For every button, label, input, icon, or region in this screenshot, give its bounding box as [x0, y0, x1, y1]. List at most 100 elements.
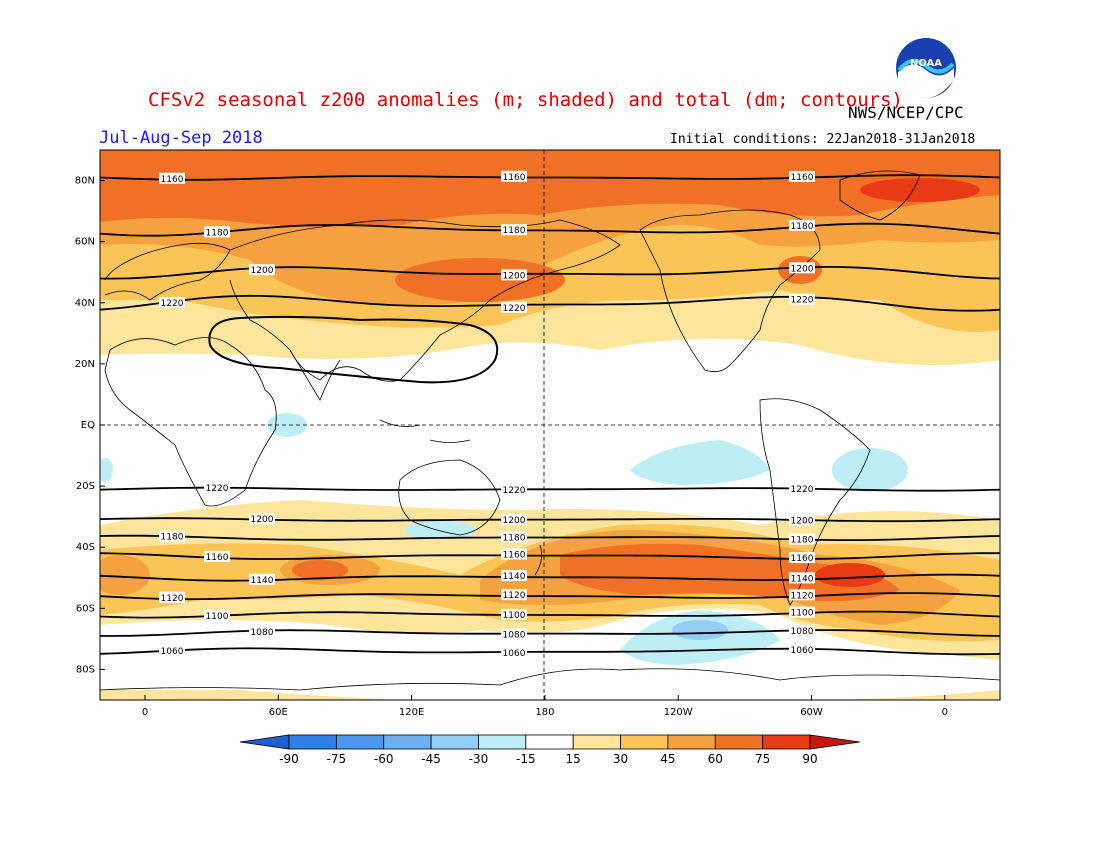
- lat-tick-label: 80S: [76, 664, 95, 675]
- coastlines: [100, 170, 1000, 691]
- svg-text:NOAA: NOAA: [910, 58, 942, 69]
- colorbar: -90 -75 -60 -45 -30 -15 15 30 45 60 75 90: [239, 734, 861, 766]
- contour-label: 1060: [791, 646, 814, 656]
- lon-tick-label: 60E: [269, 707, 288, 718]
- contour-line: [100, 294, 1000, 312]
- contour-label: 1200: [791, 264, 814, 274]
- contour-label: 1200: [251, 515, 274, 525]
- contour-line: [100, 534, 1000, 541]
- lat-tick-label: 40S: [76, 542, 95, 553]
- initial-conditions-label: Initial conditions: 22Jan2018-31Jan2018: [670, 132, 976, 147]
- colorbar-segment: [383, 734, 432, 750]
- contour-line: [100, 552, 1000, 560]
- contour-label: 1180: [503, 533, 526, 543]
- contour-line: [100, 174, 1000, 181]
- contour-label: 1160: [791, 173, 814, 183]
- colorbar-tick-label: 90: [802, 752, 817, 766]
- colorbar-tick-label: -75: [327, 752, 347, 766]
- contour-line: [100, 647, 1000, 656]
- map-title: CFSv2 seasonal z200 anomalies (m; shaded…: [148, 89, 903, 111]
- lat-tick-label: 60N: [75, 237, 95, 248]
- contour-label: 1220: [206, 484, 229, 494]
- colorbar-segment: [762, 734, 811, 750]
- contour-label: 1120: [503, 591, 526, 601]
- contour-label: 1140: [791, 574, 814, 584]
- lat-axis: 80N 60N 40N 20N EQ 20S 40S 60S 80S: [75, 176, 105, 675]
- colorbar-tick-label: 45: [660, 752, 675, 766]
- colorbar-segment: [335, 734, 385, 750]
- contour-label: 1180: [206, 228, 229, 238]
- contour-line: [100, 486, 1000, 492]
- contour-label: 1220: [503, 304, 526, 314]
- contour-label: 1220: [791, 485, 814, 495]
- contour-label: 1220: [161, 299, 184, 309]
- contour-label: 1220: [503, 486, 526, 496]
- colorbar-tick-label: -30: [469, 752, 489, 766]
- lat-tick-label: 20N: [75, 359, 95, 370]
- season-label: Jul-Aug-Sep 2018: [99, 128, 263, 148]
- contour-label: 1180: [791, 222, 814, 232]
- colorbar-right-arrow: [809, 734, 861, 750]
- colorbar-left-arrow: [239, 734, 290, 750]
- contour-label: 1120: [161, 594, 184, 604]
- contour-label: 1160: [791, 554, 814, 564]
- colorbar-tick-label: 60: [708, 752, 723, 766]
- contour-label: 1060: [161, 647, 184, 657]
- lon-tick-label: 0: [942, 707, 948, 718]
- noaa-logo: NOAA: [896, 38, 956, 98]
- contour-label: 1220: [791, 296, 814, 306]
- lon-tick-label: 60W: [800, 707, 823, 718]
- agency-label: NWS/NCEP/CPC: [848, 103, 964, 122]
- lon-tick-label: 180: [535, 707, 554, 718]
- contour-label: 1200: [791, 516, 814, 526]
- lon-tick-label: 0: [142, 707, 148, 718]
- contour-label: 1160: [206, 553, 229, 563]
- lat-tick-label: 80N: [75, 176, 95, 187]
- colorbar-segment: [288, 734, 337, 750]
- colorbar-segment: [667, 734, 716, 750]
- contour-line: [100, 592, 1000, 601]
- contour-label: 1100: [791, 609, 814, 619]
- contour-label: 1200: [251, 266, 274, 276]
- contour-label: 1080: [791, 627, 814, 637]
- colorbar-segment: [572, 734, 621, 750]
- colorbar-tick-label: 15: [566, 752, 581, 766]
- contour-label: 1200: [503, 271, 526, 281]
- colorbar-tick-label: 30: [613, 752, 628, 766]
- colorbar-tick-label: -45: [421, 752, 441, 766]
- colorbar-tick-label: -15: [516, 752, 536, 766]
- colorbar-tick-label: -60: [374, 752, 394, 766]
- contour-label: 1120: [791, 591, 814, 601]
- lat-tick-label: 60S: [76, 603, 95, 614]
- contour-label: 1100: [503, 611, 526, 621]
- lat-tick-label: 20S: [76, 481, 95, 492]
- contour-label: 1060: [503, 649, 526, 659]
- height-contours: 1160 1160 1160 1180 1180 1180 1200 1200 1200 1220…: [100, 170, 1000, 659]
- contour-1240: [208, 315, 499, 384]
- contour-label: 1080: [251, 628, 274, 638]
- anomaly-shading: [100, 150, 1000, 700]
- colorbar-segment: [525, 734, 574, 750]
- colorbar-segment: [620, 734, 669, 750]
- colorbar-segment: [430, 734, 479, 750]
- lon-tick-label: 120W: [664, 707, 693, 718]
- colorbar-tick-label: -90: [279, 752, 299, 766]
- contour-line: [100, 610, 1000, 619]
- contour-label: 1080: [503, 630, 526, 640]
- colorbar-segment: [714, 734, 764, 750]
- contour-label: 1180: [503, 226, 526, 236]
- contour-label: 1180: [791, 536, 814, 546]
- contour-label: 1160: [503, 550, 526, 560]
- contour-label: 1200: [503, 516, 526, 526]
- lon-tick-label: 120E: [399, 707, 424, 718]
- contour-line: [100, 222, 1000, 237]
- colorbar-tick-label: 75: [755, 752, 770, 766]
- contour-label: 1160: [503, 173, 526, 183]
- contour-label: 1100: [206, 612, 229, 622]
- contour-label: 1160: [161, 175, 184, 185]
- contour-label: 1140: [503, 572, 526, 582]
- colorbar-segment: [478, 734, 527, 750]
- contour-label: 1180: [161, 533, 184, 543]
- contour-label: 1140: [251, 576, 274, 586]
